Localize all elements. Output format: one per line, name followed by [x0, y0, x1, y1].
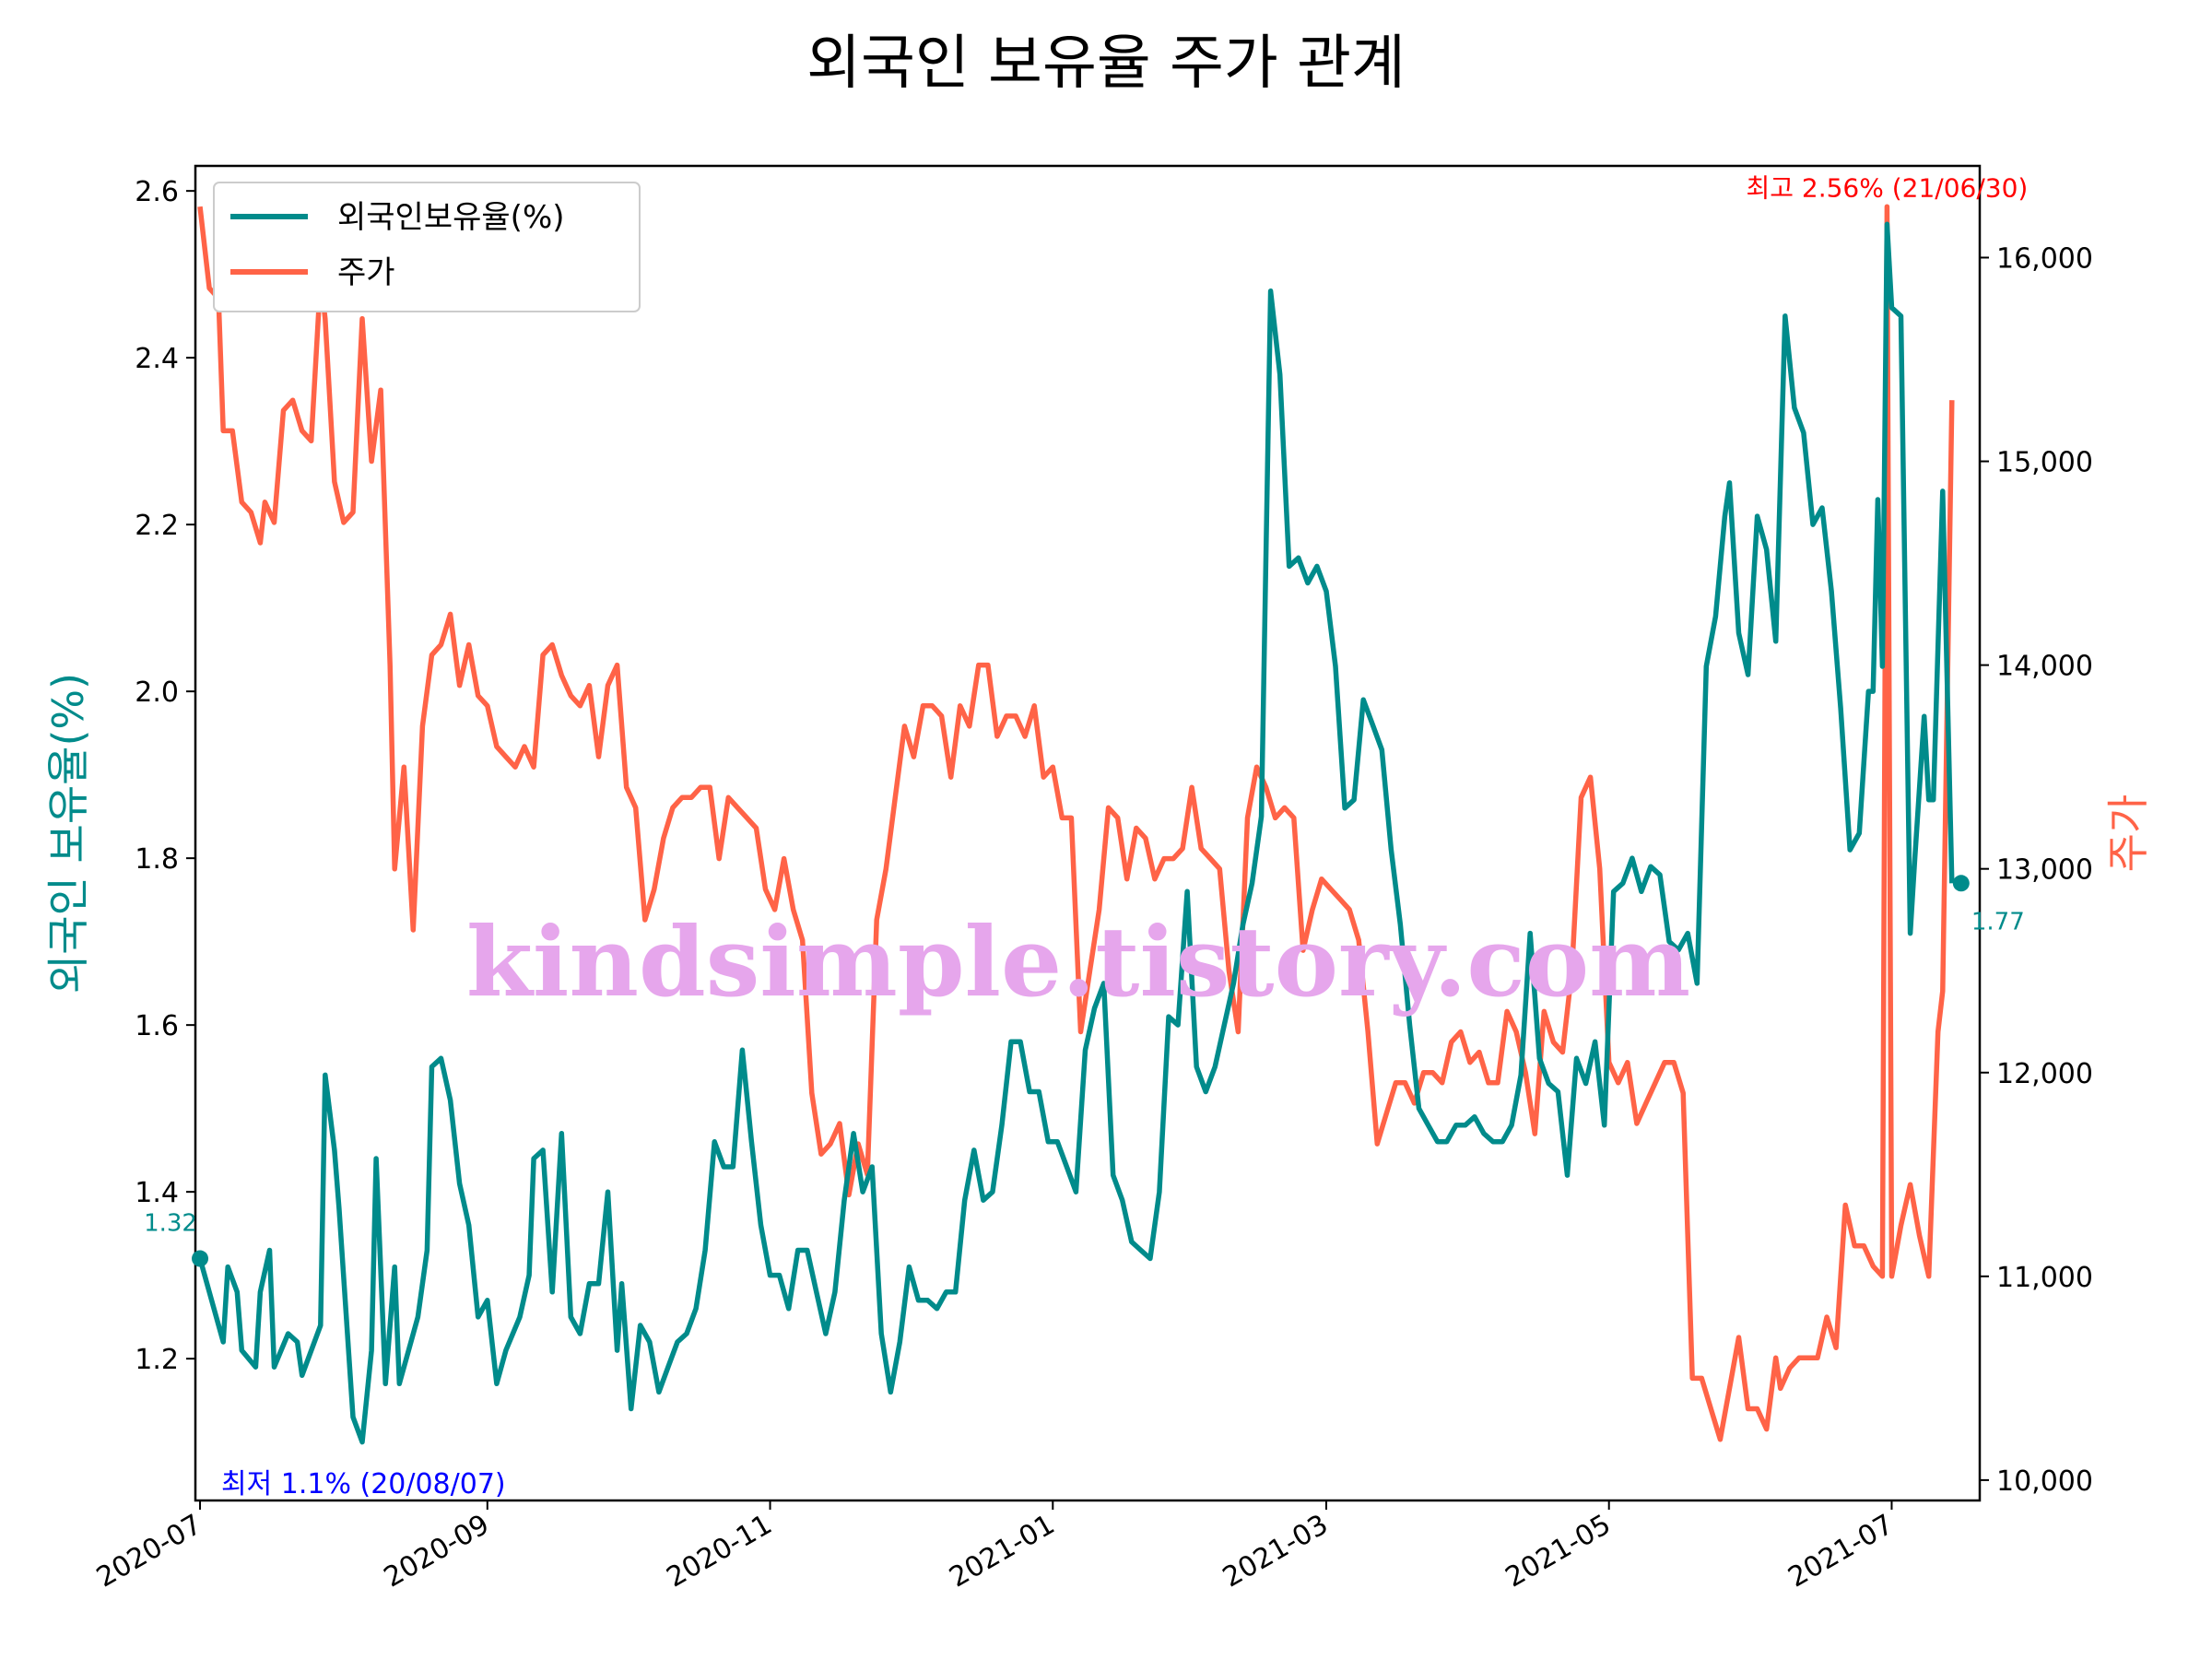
x-tick-label: 2021-05 — [1500, 1509, 1617, 1594]
start-point-marker — [192, 1250, 209, 1267]
end-value-label: 1.77 — [1971, 908, 2025, 935]
x-tick-label: 2020-11 — [661, 1509, 777, 1594]
y-right-tick-label: 10,000 — [1996, 1465, 2093, 1498]
y-axis-label-left: 외국인 보유율(%) — [43, 673, 93, 994]
y-right-tick-label: 14,000 — [1996, 651, 2093, 683]
watermark: kindsimple.tistory.com — [466, 905, 1690, 1018]
y-right-tick-label: 15,000 — [1996, 447, 2093, 479]
y-right-tick-label: 11,000 — [1996, 1262, 2093, 1294]
x-tick-label: 2020-09 — [379, 1509, 495, 1594]
end-point-marker — [1952, 875, 1970, 892]
legend-entry-price: 주가 — [337, 254, 395, 291]
max-annotation: 최고 2.56% (21/06/30) — [1746, 172, 2028, 203]
start-value-label: 1.32 — [144, 1210, 197, 1238]
plot-area — [194, 164, 1982, 1502]
legend: 외국인보유율(%) 주가 — [213, 182, 641, 312]
ownership-series-line — [197, 221, 1955, 1445]
y-axis-label-right: 주가 — [2103, 794, 2153, 873]
y-left-tick-label: 2.6 — [135, 176, 179, 208]
y-right-tick-label: 16,000 — [1996, 242, 2093, 275]
x-tick-label: 2021-03 — [1218, 1509, 1334, 1594]
x-tick-label: 2021-07 — [1783, 1509, 1899, 1594]
y-left-tick-label: 2.0 — [135, 677, 179, 709]
y-left-tick-label: 1.8 — [135, 843, 179, 876]
x-tick-label: 2021-01 — [944, 1509, 1060, 1594]
y-right-tick-label: 13,000 — [1996, 854, 2093, 887]
y-left-tick-label: 1.2 — [135, 1344, 179, 1376]
y-right-tick-label: 12,000 — [1996, 1058, 2093, 1090]
chart-title: 외국인 보유율 주가 관계 — [806, 29, 1406, 98]
y-left-tick-label: 1.6 — [135, 1010, 179, 1042]
series-layer: 최고 2.56% (21/06/30) 최저 1.1% (20/08/07) 1.3… — [144, 172, 2028, 1500]
plot-frame — [194, 164, 1982, 1502]
min-annotation: 최저 1.1% (20/08/07) — [221, 1468, 506, 1500]
y-left-tick-label: 2.2 — [135, 510, 179, 542]
y-left-tick-label: 2.4 — [135, 343, 179, 375]
price-series-line — [197, 204, 1955, 1442]
x-tick-label: 2020-07 — [91, 1509, 207, 1594]
y-left-tick-label: 1.4 — [135, 1177, 179, 1209]
legend-entry-ownership: 외국인보유율(%) — [337, 199, 565, 236]
